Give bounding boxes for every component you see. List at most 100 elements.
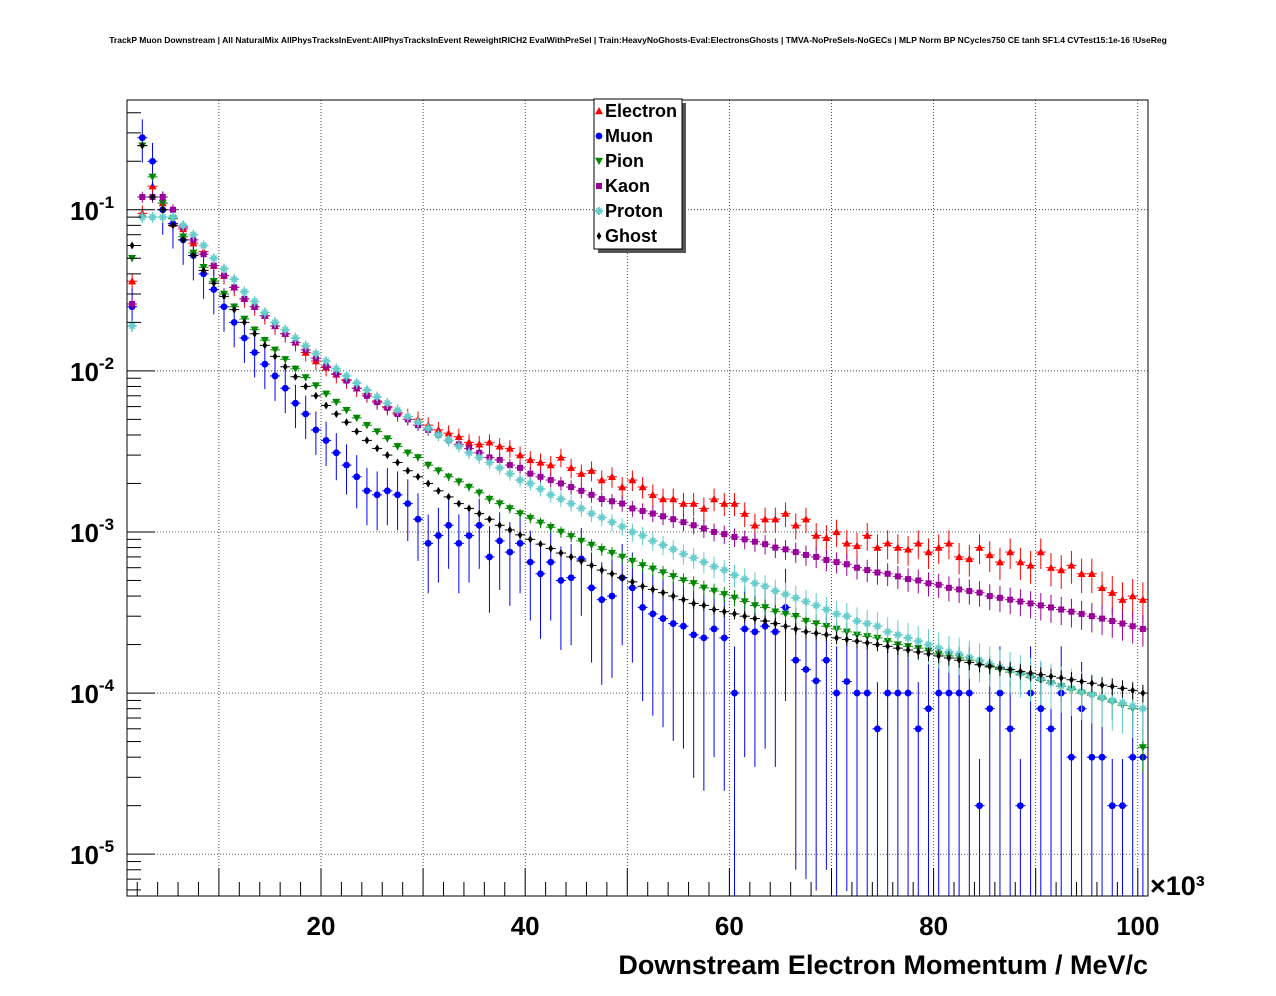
data-point [588,584,595,592]
data-point [1119,620,1126,627]
data-point [741,625,749,633]
data-point [884,570,891,577]
data-point [875,640,880,649]
data-point [618,483,627,491]
data-point [435,532,442,539]
data-point [383,399,392,408]
data-point [456,499,462,508]
data-point [628,527,637,536]
data-point [505,444,514,452]
data-point [925,580,932,587]
data-point [997,664,1003,673]
legend: Electron Muon Pion Kaon Proton Ghost [593,98,686,253]
data-point [1138,744,1147,752]
data-point [1037,602,1044,609]
series-electron [127,178,1148,623]
data-point [373,491,381,499]
data-point [995,558,1004,566]
data-point [801,617,810,626]
data-point [240,287,249,296]
data-point [801,597,810,606]
x-tick-label: 40 [511,911,540,941]
marker-stroke [772,587,779,595]
data-point [169,206,176,213]
marker-stroke [863,620,871,627]
data-point [332,364,341,373]
data-point [1048,604,1055,611]
data-point [772,544,779,551]
data-point [1036,548,1045,556]
data-point [434,425,443,434]
data-point [271,318,280,327]
data-point [771,515,780,523]
data-point [505,469,514,478]
data-point [129,301,136,308]
marker-stroke [802,598,810,605]
data-point [669,620,677,627]
data-point [311,349,320,358]
data-point [1007,596,1014,603]
data-point [926,649,931,658]
data-point [935,581,942,588]
data-point [791,593,800,602]
data-point [803,627,809,636]
data-point [832,609,841,618]
data-point [567,499,576,508]
data-point [752,614,758,623]
chart-title: TrackP Muon Downstream | All NaturalMix … [109,35,1167,45]
data-point [465,483,474,492]
marker-stroke [496,464,503,472]
data-point [219,264,228,273]
marker-stroke [424,424,432,432]
data-point [1129,623,1136,630]
data-point [1069,675,1074,684]
data-point [915,577,922,584]
data-point [598,496,605,503]
data-point [485,438,494,446]
data-point [813,553,820,560]
data-point [873,622,882,631]
data-point [720,566,729,575]
data-point [516,539,524,547]
legend-entry-proton: Proton [595,201,663,221]
legend-label: Kaon [605,176,650,196]
marker-stroke [210,254,218,262]
data-point [526,514,535,523]
data-point [536,519,545,527]
marker-stroke [1068,685,1075,692]
data-point [536,458,545,466]
legend-entry-pion: Pion [595,151,644,171]
data-point [599,566,605,575]
data-point [680,622,687,630]
marker-stroke [455,443,463,450]
data-point [128,277,137,285]
legend-box [593,98,683,250]
data-point [281,384,289,392]
data-point [313,391,319,400]
marker-stroke [680,550,687,558]
data-point [250,297,259,306]
data-point [619,500,626,507]
data-point [363,487,371,495]
data-point [475,440,484,448]
marker-stroke [404,413,412,420]
data-point [578,557,584,566]
data-point [342,371,351,380]
data-point [640,582,646,591]
data-point [925,705,932,713]
data-point [649,610,657,618]
data-point [394,491,401,499]
data-point [670,592,676,601]
data-point [660,588,666,597]
data-point [628,476,637,484]
data-point [577,537,586,545]
data-point [1138,704,1147,713]
data-point [1006,725,1014,733]
data-point [180,235,186,244]
data-point [720,634,728,642]
marker-stroke [1129,702,1137,710]
legend-label: Ghost [605,226,657,246]
data-point [495,500,504,508]
legend-label: Proton [605,201,663,221]
data-point [659,569,668,577]
